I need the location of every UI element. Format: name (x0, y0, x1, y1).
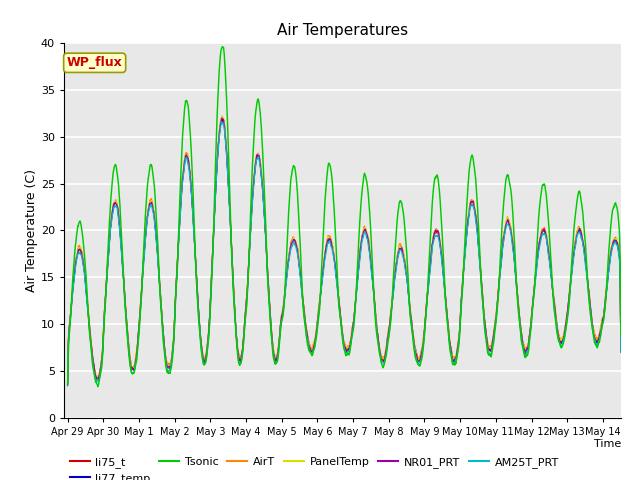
Y-axis label: Air Temperature (C): Air Temperature (C) (25, 169, 38, 292)
Legend: li75_t, li77_temp, Tsonic, AirT, PanelTemp, NR01_PRT, AM25T_PRT: li75_t, li77_temp, Tsonic, AirT, PanelTe… (70, 457, 559, 480)
Text: WP_flux: WP_flux (67, 56, 122, 69)
Text: Time: Time (593, 439, 621, 449)
Title: Air Temperatures: Air Temperatures (277, 23, 408, 38)
